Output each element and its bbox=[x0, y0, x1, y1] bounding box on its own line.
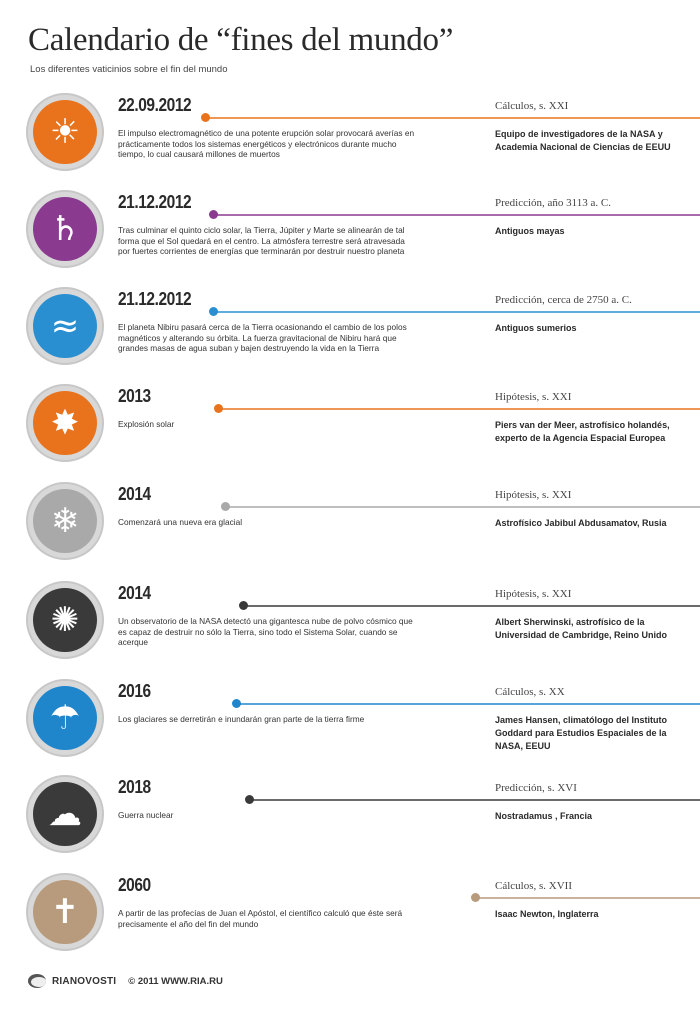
entry-description: El impulso electromagnético de una poten… bbox=[118, 128, 415, 160]
timeline-line bbox=[213, 214, 700, 216]
solar-flare-icon: ☀ bbox=[26, 93, 104, 171]
cosmic-dust-icon: ✺ bbox=[26, 581, 104, 659]
timeline-line bbox=[205, 117, 700, 119]
timeline-entry: ✸ 2013 Explosión solar Hipótesis, s. XXI Pie… bbox=[0, 383, 700, 479]
entry-category: Predicción, s. XVI bbox=[495, 782, 577, 794]
timeline-dot bbox=[245, 795, 254, 804]
timeline-entry: ✝ 2060 A partir de las profecías de Juan e… bbox=[0, 872, 700, 968]
footer: RIANOVOSTI © 2011 WWW.RIA.RU bbox=[28, 974, 223, 988]
timeline-line bbox=[249, 799, 700, 801]
wave-icon: ≈ bbox=[26, 287, 104, 365]
planet-icon: ♄ bbox=[26, 190, 104, 268]
entry-category: Cálculos, s. XVII bbox=[495, 880, 572, 892]
timeline-dot bbox=[232, 699, 241, 708]
entry-date: 2014 bbox=[118, 583, 151, 603]
entry-source: Nostradamus , Francia bbox=[495, 811, 593, 821]
timeline-entry: ☁ 2018 Guerra nuclear Predicción, s. XVI Nos… bbox=[0, 774, 700, 870]
entry-source: Astrofísico Jabibul Abdusamatov, Rusia bbox=[495, 518, 667, 528]
timeline-entry: ☂ 2016 Los glaciares se derretirán e inund… bbox=[0, 678, 700, 774]
timeline-line bbox=[243, 605, 700, 607]
melting-ice-icon: ☂ bbox=[26, 679, 104, 757]
timeline-dot bbox=[209, 210, 218, 219]
entry-source: Albert Sherwinski, astrofísico de la Uni… bbox=[495, 617, 668, 640]
entry-category: Cálculos, s. XX bbox=[495, 686, 565, 698]
entry-category: Predicción, cerca de 2750 a. C. bbox=[495, 294, 632, 306]
entry-category: Hipótesis, s. XXI bbox=[495, 588, 572, 600]
entry-description: Tras culminar el quinto ciclo solar, la … bbox=[118, 225, 405, 257]
entry-date: 2014 bbox=[118, 484, 151, 504]
entry-source: James Hansen, climatólogo del Instituto … bbox=[495, 715, 668, 751]
entry-description: Un observatorio de la NASA detectó una g… bbox=[118, 616, 413, 648]
entry-description: A partir de las profecías de Juan el Apó… bbox=[118, 908, 403, 929]
ria-logo-icon bbox=[28, 974, 46, 988]
entry-date: 2018 bbox=[118, 777, 151, 797]
timeline-line bbox=[475, 897, 700, 899]
entry-source: Isaac Newton, Inglaterra bbox=[495, 909, 599, 919]
timeline-line bbox=[225, 506, 700, 508]
timeline-line bbox=[213, 311, 700, 313]
nuclear-cloud-icon: ☁ bbox=[26, 775, 104, 853]
timeline-dot bbox=[209, 307, 218, 316]
timeline-dot bbox=[214, 404, 223, 413]
entry-date: 21.12.2012 bbox=[118, 192, 192, 212]
entry-date: 2013 bbox=[118, 386, 151, 406]
entry-date: 21.12.2012 bbox=[118, 289, 192, 309]
entry-description: Los glaciares se derretirán e inundarán … bbox=[118, 714, 365, 724]
entry-description: Comenzará una nueva era glacial bbox=[118, 517, 243, 527]
timeline-entry: ≈21.12.2012 El planeta Nibiru pasará cerc… bbox=[0, 286, 700, 382]
entry-source: Antiguos mayas bbox=[495, 226, 565, 236]
snowflake-icon: ❄ bbox=[26, 482, 104, 560]
footer-brand: RIANOVOSTI bbox=[52, 975, 117, 987]
timeline-line bbox=[218, 408, 700, 410]
timeline-dot bbox=[239, 601, 248, 610]
entry-category: Hipótesis, s. XXI bbox=[495, 391, 572, 403]
entry-category: Hipótesis, s. XXI bbox=[495, 489, 572, 501]
timeline-line bbox=[236, 703, 700, 705]
timeline-entry: ☀ 22.09.2012 El impulso electromagnético d… bbox=[0, 92, 700, 188]
page-subtitle: Los diferentes vaticinios sobre el fin d… bbox=[30, 64, 228, 75]
entry-description: El planeta Nibiru pasará cerca de la Tie… bbox=[118, 322, 407, 354]
entry-source: Equipo de investigadores de la NASA y Ac… bbox=[495, 129, 671, 152]
explosion-icon: ✸ bbox=[26, 384, 104, 462]
entry-date: 22.09.2012 bbox=[118, 95, 192, 115]
bible-icon: ✝ bbox=[26, 873, 104, 951]
timeline-entry: ✺ 2014 Un observatorio de la NASA detectó … bbox=[0, 580, 700, 676]
entry-description: Explosión solar bbox=[118, 419, 175, 429]
footer-copyright: © 2011 WWW.RIA.RU bbox=[128, 975, 223, 987]
entry-source: Piers van der Meer, astrofísico holandés… bbox=[495, 420, 670, 443]
entry-category: Predicción, año 3113 a. C. bbox=[495, 197, 611, 209]
entry-source: Antiguos sumerios bbox=[495, 323, 577, 333]
page-title: Calendario de “fines del mundo” bbox=[28, 22, 454, 58]
entry-date: 2016 bbox=[118, 681, 151, 701]
timeline-entry: ❄ 2014 Comenzará una nueva era glacial Hipó… bbox=[0, 481, 700, 577]
entry-category: Cálculos, s. XXI bbox=[495, 100, 569, 112]
timeline-dot bbox=[471, 893, 480, 902]
timeline-dot bbox=[221, 502, 230, 511]
timeline-dot bbox=[201, 113, 210, 122]
entry-date: 2060 bbox=[118, 875, 151, 895]
entry-description: Guerra nuclear bbox=[118, 810, 174, 820]
timeline-entry: ♄ 21.12.2012 Tras culminar el quinto ciclo… bbox=[0, 189, 700, 285]
